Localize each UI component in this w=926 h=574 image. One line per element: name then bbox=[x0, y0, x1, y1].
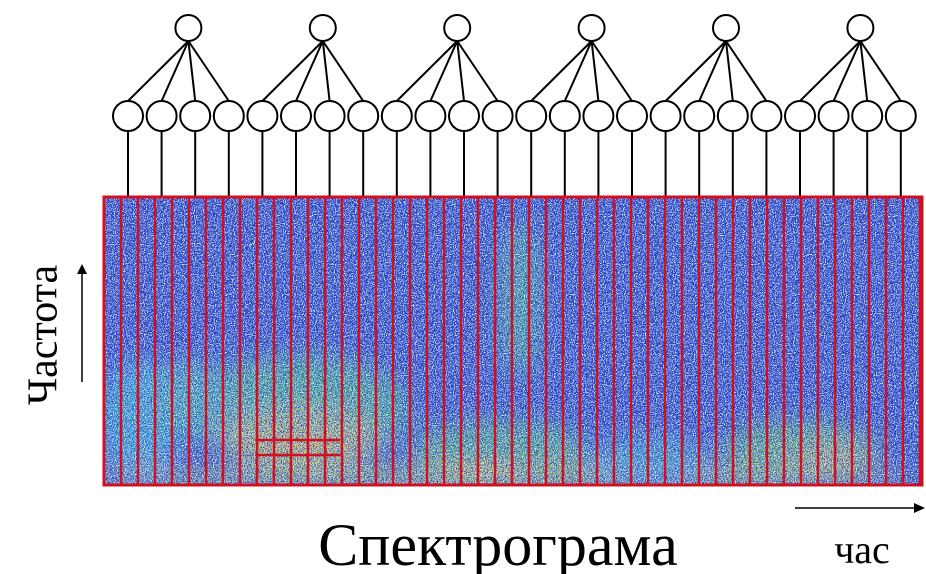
frequency-arrowhead bbox=[77, 264, 87, 274]
connection bbox=[666, 41, 726, 101]
output-node bbox=[310, 15, 336, 41]
time-arrowhead bbox=[914, 503, 925, 513]
input-node bbox=[415, 101, 445, 131]
input-node bbox=[785, 101, 815, 131]
input-node bbox=[852, 101, 882, 131]
input-node bbox=[550, 101, 580, 131]
input-node bbox=[180, 101, 210, 131]
title: Спектрограма bbox=[318, 512, 678, 574]
input-node bbox=[113, 101, 143, 131]
connection bbox=[531, 41, 591, 101]
input-node bbox=[718, 101, 748, 131]
input-node bbox=[516, 101, 546, 131]
connection bbox=[296, 41, 323, 101]
output-node bbox=[444, 15, 470, 41]
output-node bbox=[713, 15, 739, 41]
connection bbox=[128, 41, 188, 101]
input-node bbox=[382, 101, 412, 131]
output-node bbox=[847, 15, 873, 41]
time-label: час bbox=[834, 527, 890, 572]
output-node bbox=[175, 15, 201, 41]
input-node bbox=[449, 101, 479, 131]
connection bbox=[397, 41, 457, 101]
connection bbox=[162, 41, 189, 101]
input-node bbox=[819, 101, 849, 131]
connection bbox=[834, 41, 861, 101]
input-node bbox=[147, 101, 177, 131]
input-node bbox=[651, 101, 681, 131]
input-node bbox=[483, 101, 513, 131]
connection bbox=[800, 41, 860, 101]
frequency-label: Частота bbox=[21, 264, 67, 405]
input-node bbox=[247, 101, 277, 131]
output-node bbox=[579, 15, 605, 41]
input-node bbox=[751, 101, 781, 131]
input-node bbox=[214, 101, 244, 131]
input-node bbox=[348, 101, 378, 131]
connection bbox=[565, 41, 592, 101]
input-node bbox=[886, 101, 916, 131]
input-node bbox=[315, 101, 345, 131]
input-node bbox=[617, 101, 647, 131]
diagram: Частота час Спектрограма bbox=[0, 0, 926, 574]
input-node bbox=[684, 101, 714, 131]
connection bbox=[262, 41, 322, 101]
network bbox=[113, 15, 916, 197]
connection bbox=[430, 41, 457, 101]
input-node bbox=[281, 101, 311, 131]
connection bbox=[699, 41, 726, 101]
input-node bbox=[583, 101, 613, 131]
